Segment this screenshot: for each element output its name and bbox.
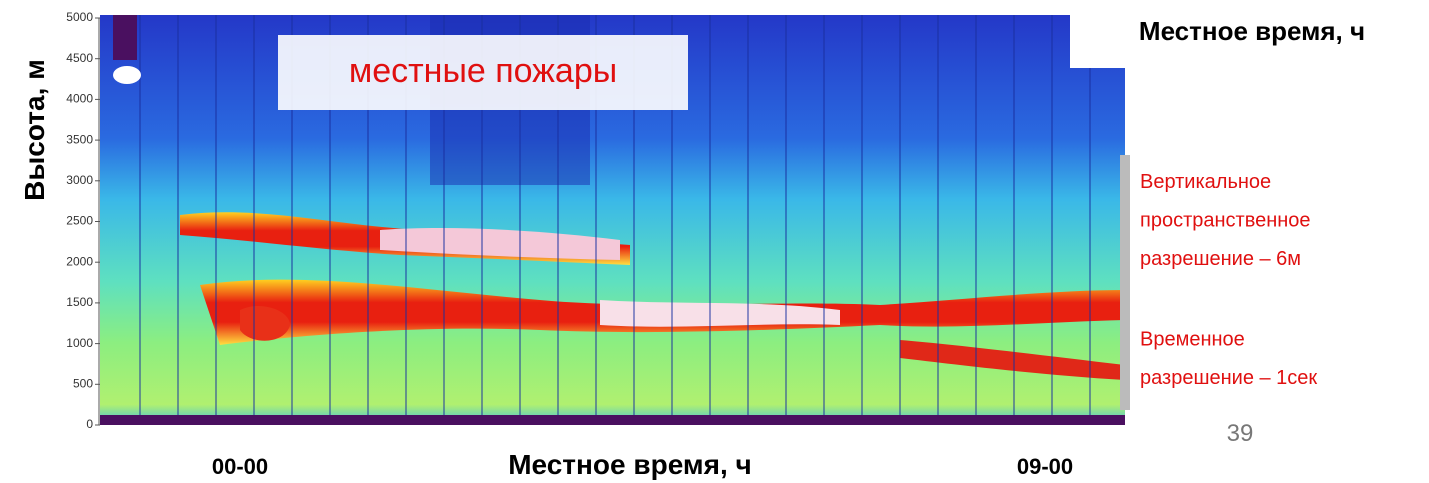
overlay-box [278,35,688,110]
note-line: разрешение – 6м [1140,248,1301,270]
notes: Вертикальное пространственное разрешение –… [1140,171,1317,389]
page-number: 39 [1227,420,1254,447]
y-tick-label: 3000 [66,173,93,187]
y-axis-label: Высота, м [19,59,50,201]
y-tick-label: 500 [73,376,93,390]
y-tick-label: 3500 [66,132,93,146]
y-tick-label: 1500 [66,295,93,309]
y-tick-label: 2500 [66,214,93,228]
top-label-box [1070,0,1429,68]
note-line: Вертикальное [1140,171,1271,193]
note-line: разрешение – 1сек [1140,367,1317,389]
y-tick-label: 4000 [66,92,93,106]
y-tick-label: 1000 [66,336,93,350]
y-tick-label: 0 [86,417,93,431]
top-time-label: Местное время, ч [1139,16,1365,46]
note-line: пространственное [1140,210,1311,232]
y-tick-label: 4500 [66,51,93,65]
note-line: Временное [1140,329,1245,351]
y-axis: 0 500 1000 1500 2000 2500 3000 3500 4000 4500 5000 [66,10,100,431]
x-start-label: 00-00 [212,454,268,479]
x-end-label: 09-00 [1017,454,1073,479]
y-tick-label: 2000 [66,254,93,268]
y-tick-label: 5000 [66,10,93,24]
overlay-label: местные пожары [349,52,617,90]
bottom-time-label: Местное время, ч [508,449,752,480]
